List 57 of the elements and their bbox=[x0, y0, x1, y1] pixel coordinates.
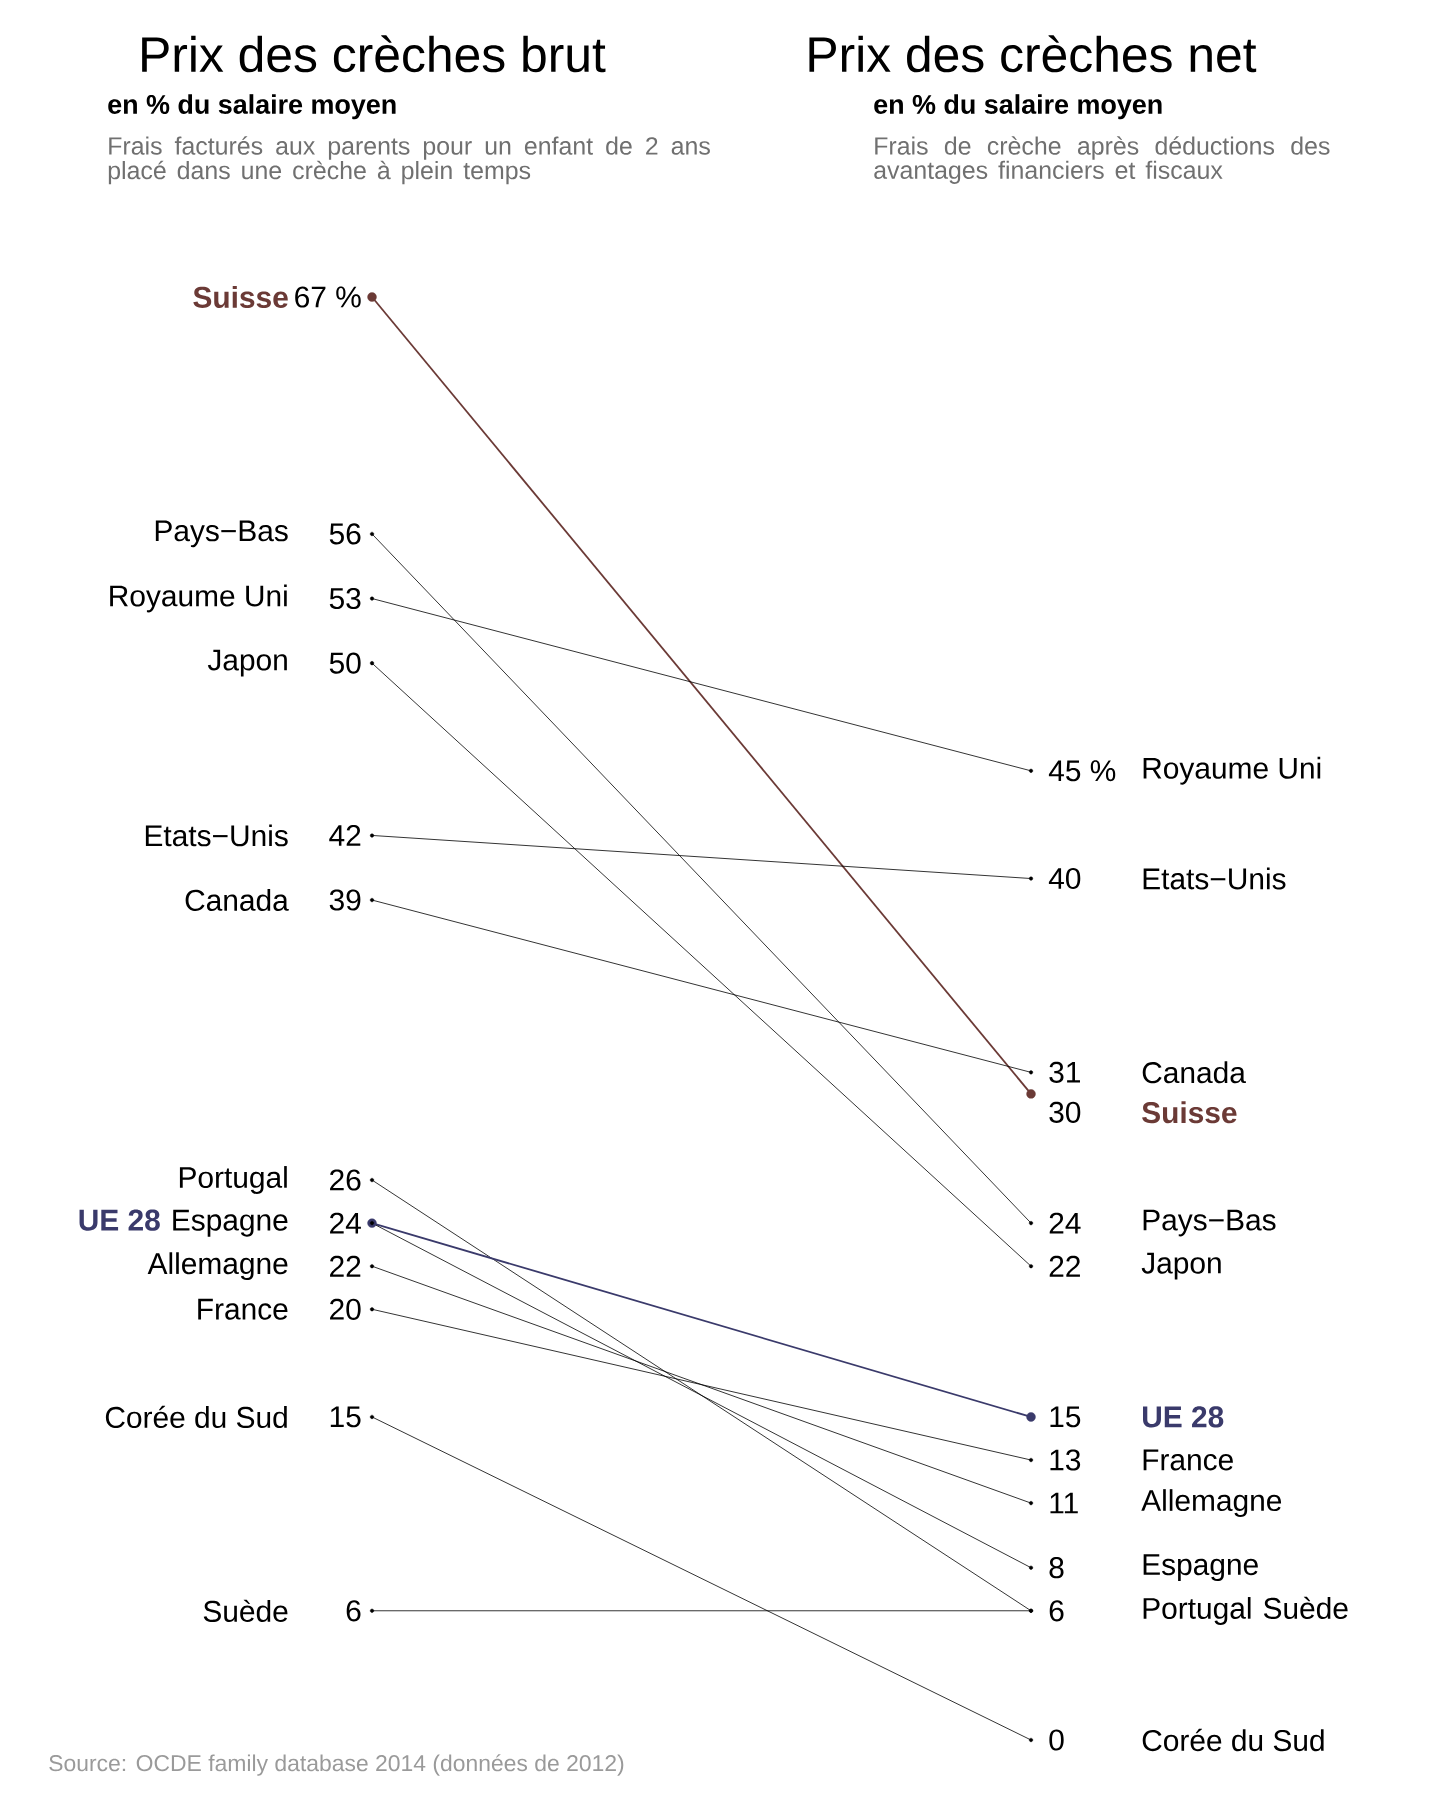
data-label: 26 bbox=[330, 1169, 361, 1191]
text: Suède bbox=[203, 1599, 288, 1622]
text: Corée du Sud bbox=[105, 1405, 287, 1429]
text: Allemagne bbox=[147, 1252, 288, 1281]
text: Portugal bbox=[1143, 1597, 1251, 1625]
text: Canada bbox=[1142, 1061, 1246, 1084]
text: Espagne bbox=[173, 1209, 288, 1237]
text: Royaume Uni bbox=[110, 584, 287, 613]
data-label: 67 % bbox=[295, 286, 361, 308]
data-label: 22 bbox=[330, 1255, 361, 1277]
text: Suisse bbox=[1142, 1101, 1237, 1124]
data-label: 56 bbox=[329, 523, 361, 545]
data-label: 22 bbox=[1049, 1255, 1080, 1277]
text: en % du salaire moyen bbox=[108, 94, 396, 120]
data-label: 53 bbox=[329, 587, 361, 610]
data-label: 11 bbox=[1050, 1492, 1078, 1514]
text: Corée du Sud bbox=[1142, 1728, 1324, 1752]
text: Portugal bbox=[179, 1166, 287, 1194]
text: Espagne bbox=[1143, 1554, 1258, 1582]
text: Pays−Bas bbox=[1143, 1209, 1276, 1237]
x-tick-label: Prix des crèches brut bbox=[142, 35, 606, 73]
text: Japon bbox=[207, 649, 287, 677]
text: Pays−Bas bbox=[155, 520, 288, 548]
text: France bbox=[198, 1298, 288, 1320]
text: Suisse bbox=[193, 286, 288, 308]
data-label: 24 bbox=[1049, 1212, 1081, 1234]
data-label: 0 bbox=[1049, 1729, 1064, 1751]
data-label: 31 bbox=[1049, 1061, 1080, 1083]
data-label: 6 bbox=[346, 1600, 361, 1622]
text: Allemagne bbox=[1141, 1489, 1282, 1518]
text: Japon bbox=[1141, 1252, 1221, 1280]
text: UE 28 bbox=[79, 1209, 160, 1231]
data-label: 39 bbox=[329, 889, 361, 911]
x-tick-label: Prix des crèches net bbox=[809, 35, 1257, 73]
data-label: 42 bbox=[329, 824, 361, 846]
text: en % du salaire moyen bbox=[874, 94, 1162, 120]
text: Royaume Uni bbox=[1143, 756, 1321, 785]
data-label: 50 bbox=[329, 652, 361, 674]
text: Etats−Unis bbox=[145, 824, 288, 847]
data-label: 30 bbox=[1049, 1101, 1081, 1123]
text: France bbox=[1143, 1449, 1233, 1471]
data-label: 8 bbox=[1049, 1557, 1064, 1579]
data-label: 15 bbox=[1050, 1406, 1081, 1428]
data-label: 6 bbox=[1049, 1600, 1064, 1622]
source-note: Source: OCDE family database 2014 (données de 2012) bbox=[49, 1754, 624, 1776]
data-label: 15 bbox=[330, 1406, 361, 1428]
data-label: 13 bbox=[1050, 1449, 1081, 1471]
text: Suède bbox=[1263, 1596, 1348, 1619]
text: Etats−Unis bbox=[1143, 867, 1286, 890]
text: Frais facturés aux parents pour un enfant de 2 ans placé dans une crèche à plein temps bbox=[108, 136, 710, 185]
text: Frais de crèche après déductions des avantages financiers et fiscaux bbox=[874, 136, 1330, 184]
text: Canada bbox=[185, 889, 289, 911]
text: UE 28 bbox=[1143, 1406, 1224, 1428]
data-label: 45 % bbox=[1048, 760, 1116, 782]
data-label: 40 bbox=[1048, 867, 1081, 890]
data-label: 24 bbox=[330, 1212, 361, 1234]
data-label: 20 bbox=[330, 1298, 361, 1320]
